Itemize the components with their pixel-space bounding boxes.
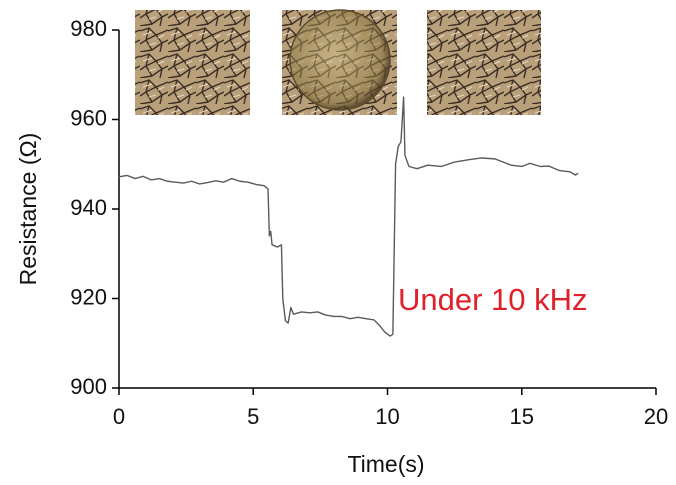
x-tick-label: 5: [247, 404, 259, 429]
annotation: Under 10 kHz: [398, 282, 588, 317]
y-axis-label: Resistance (Ω): [15, 133, 41, 286]
droplet: [289, 9, 391, 111]
x-tick-label: 15: [510, 404, 534, 429]
y-tick-label: 900: [70, 374, 107, 399]
data-line: [118, 96, 579, 337]
photo-skin-after: [427, 10, 541, 115]
x-tick-label: 10: [375, 404, 399, 429]
y-tick-label: 960: [70, 105, 107, 130]
inset-photos: [135, 9, 541, 115]
photo-skin-before: [135, 10, 250, 115]
x-tick-label: 0: [113, 404, 125, 429]
x-tick-label: 20: [644, 404, 668, 429]
y-tick-label: 940: [70, 195, 107, 220]
x-axis-label: Time(s): [347, 451, 424, 477]
y-tick-label: 920: [70, 284, 107, 309]
y-tick-label: 980: [70, 16, 107, 41]
